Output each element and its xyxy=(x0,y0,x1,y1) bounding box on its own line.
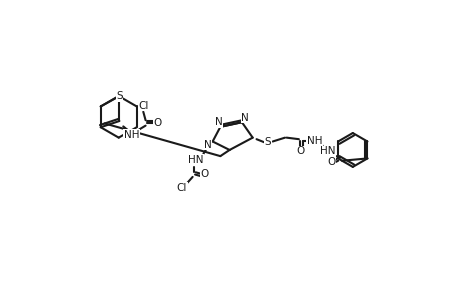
Text: N: N xyxy=(204,140,212,150)
Text: Cl: Cl xyxy=(176,183,187,193)
Text: N: N xyxy=(241,112,248,123)
Text: Cl: Cl xyxy=(138,100,148,111)
Text: O: O xyxy=(296,146,304,157)
Text: S: S xyxy=(116,91,123,101)
Text: NH: NH xyxy=(306,136,321,146)
Text: O: O xyxy=(153,118,162,128)
Text: HN: HN xyxy=(188,155,203,165)
Text: S: S xyxy=(264,137,271,147)
Text: O: O xyxy=(326,157,335,167)
Text: O: O xyxy=(201,169,209,179)
Text: HN: HN xyxy=(320,146,335,157)
Text: NH: NH xyxy=(124,130,139,140)
Text: N: N xyxy=(214,117,222,127)
